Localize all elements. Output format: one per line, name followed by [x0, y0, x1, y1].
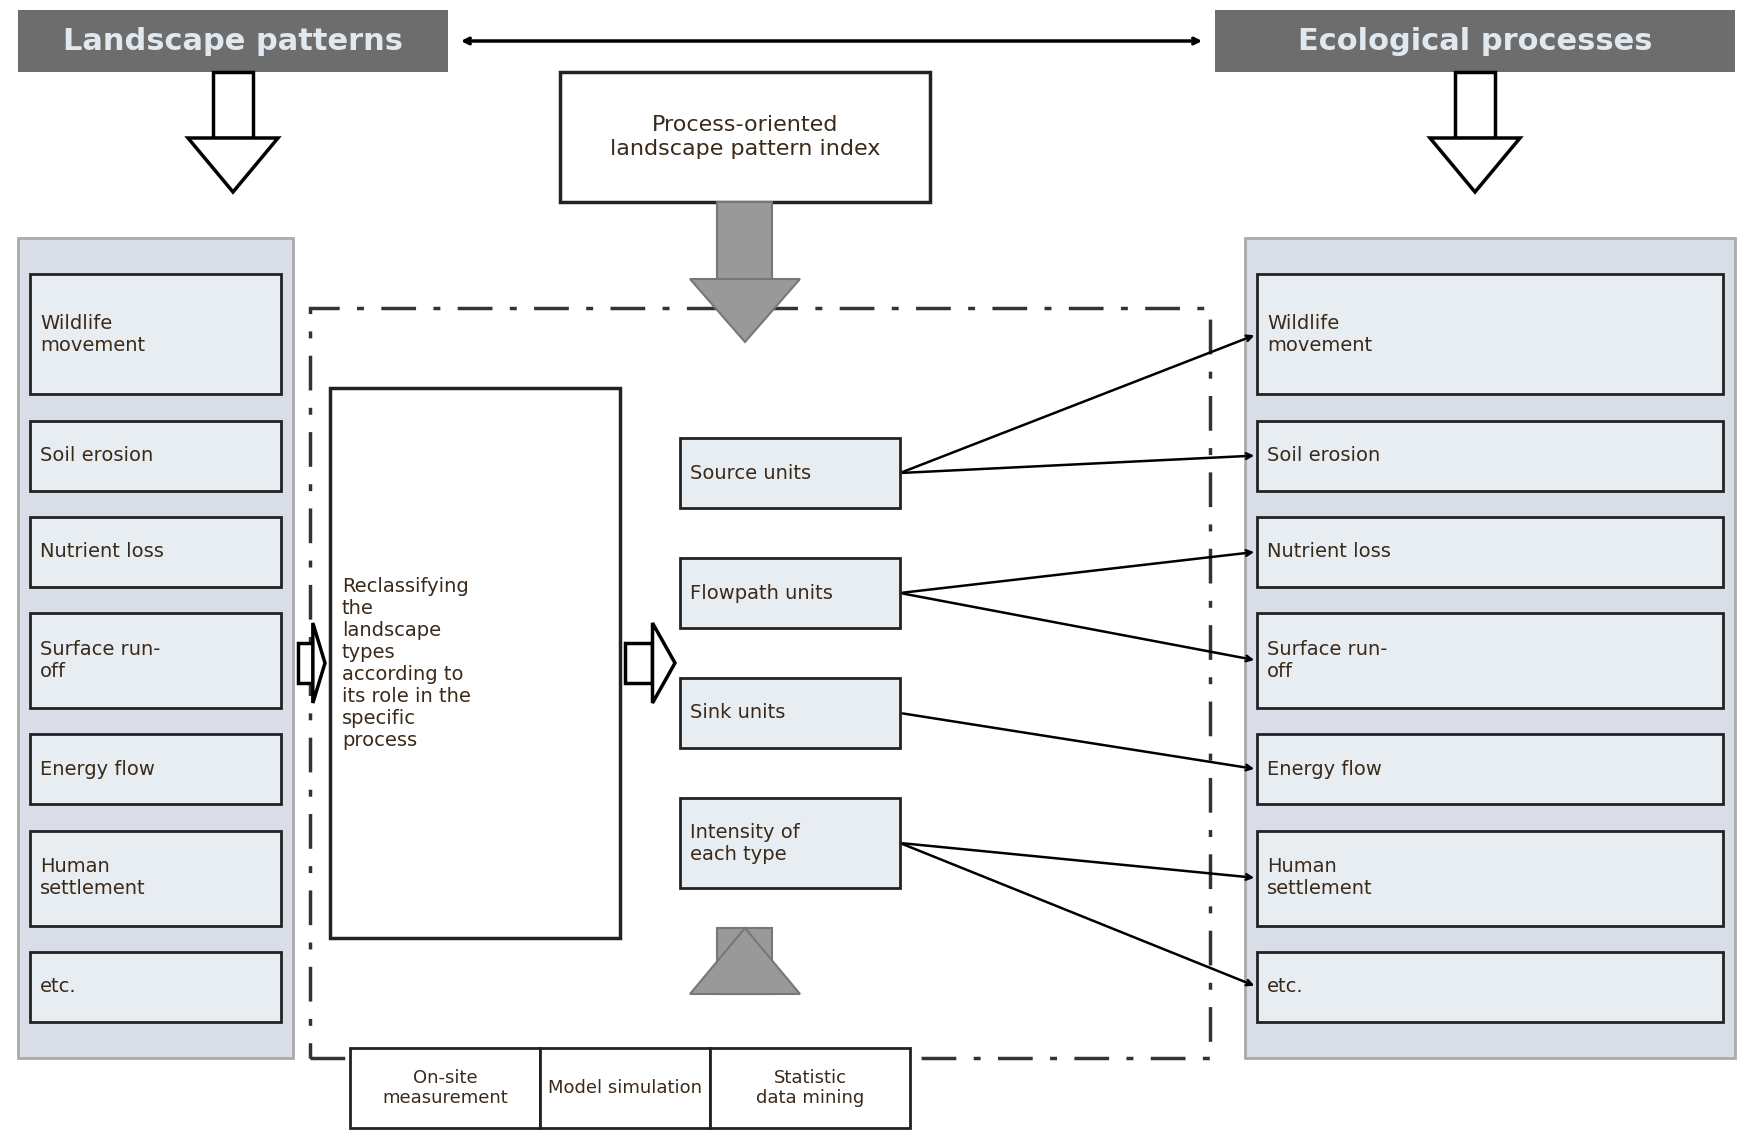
Text: Landscape patterns: Landscape patterns	[63, 26, 404, 56]
Text: Nutrient loss: Nutrient loss	[1267, 542, 1392, 561]
FancyBboxPatch shape	[711, 1048, 911, 1128]
FancyBboxPatch shape	[679, 798, 900, 888]
FancyBboxPatch shape	[1455, 72, 1495, 138]
FancyBboxPatch shape	[560, 72, 930, 203]
FancyBboxPatch shape	[212, 72, 253, 138]
Text: etc.: etc.	[1267, 978, 1304, 996]
Polygon shape	[188, 138, 277, 192]
FancyBboxPatch shape	[679, 558, 900, 628]
Text: etc.: etc.	[40, 978, 77, 996]
FancyBboxPatch shape	[625, 643, 653, 683]
Text: Wildlife
movement: Wildlife movement	[40, 314, 146, 355]
FancyBboxPatch shape	[718, 203, 772, 279]
Text: Energy flow: Energy flow	[40, 760, 154, 778]
FancyBboxPatch shape	[1257, 421, 1723, 490]
Text: Process-oriented
landscape pattern index: Process-oriented landscape pattern index	[609, 115, 881, 158]
FancyBboxPatch shape	[330, 388, 620, 938]
FancyBboxPatch shape	[679, 438, 900, 508]
Text: Model simulation: Model simulation	[548, 1079, 702, 1097]
Polygon shape	[690, 279, 800, 343]
FancyBboxPatch shape	[18, 10, 448, 72]
FancyBboxPatch shape	[30, 274, 281, 394]
Text: Soil erosion: Soil erosion	[40, 446, 153, 465]
Text: Ecological processes: Ecological processes	[1297, 26, 1651, 56]
Text: Wildlife
movement: Wildlife movement	[1267, 314, 1372, 355]
Text: Surface run-
off: Surface run- off	[40, 640, 160, 681]
FancyBboxPatch shape	[349, 1048, 541, 1128]
FancyBboxPatch shape	[30, 831, 281, 925]
Text: Human
settlement: Human settlement	[1267, 858, 1372, 899]
FancyBboxPatch shape	[298, 643, 312, 683]
FancyBboxPatch shape	[18, 238, 293, 1058]
FancyBboxPatch shape	[718, 927, 772, 993]
FancyBboxPatch shape	[1214, 10, 1736, 72]
FancyBboxPatch shape	[30, 613, 281, 708]
Polygon shape	[312, 622, 325, 703]
FancyBboxPatch shape	[30, 734, 281, 805]
Text: Soil erosion: Soil erosion	[1267, 446, 1379, 465]
Polygon shape	[653, 622, 676, 703]
FancyBboxPatch shape	[1257, 274, 1723, 394]
Polygon shape	[1430, 138, 1520, 192]
FancyBboxPatch shape	[541, 1048, 711, 1128]
Polygon shape	[690, 927, 800, 993]
Text: Statistic
data mining: Statistic data mining	[756, 1069, 863, 1107]
FancyBboxPatch shape	[1257, 734, 1723, 805]
Text: Surface run-
off: Surface run- off	[1267, 640, 1388, 681]
FancyBboxPatch shape	[1257, 951, 1723, 1022]
FancyBboxPatch shape	[1257, 831, 1723, 925]
FancyBboxPatch shape	[1244, 238, 1736, 1058]
Text: Sink units: Sink units	[690, 703, 786, 723]
FancyBboxPatch shape	[30, 951, 281, 1022]
Text: Flowpath units: Flowpath units	[690, 584, 834, 602]
Text: Source units: Source units	[690, 463, 811, 483]
Text: Reclassifying
the
landscape
types
according to
its role in the
specific
process: Reclassifying the landscape types accord…	[342, 577, 470, 750]
Text: Energy flow: Energy flow	[1267, 760, 1381, 778]
Text: Nutrient loss: Nutrient loss	[40, 542, 163, 561]
FancyBboxPatch shape	[30, 421, 281, 490]
Text: Human
settlement: Human settlement	[40, 858, 146, 899]
FancyBboxPatch shape	[1257, 517, 1723, 587]
FancyBboxPatch shape	[30, 517, 281, 587]
FancyBboxPatch shape	[1257, 613, 1723, 708]
Text: Intensity of
each type: Intensity of each type	[690, 823, 800, 864]
Text: On-site
measurement: On-site measurement	[383, 1069, 507, 1107]
FancyBboxPatch shape	[679, 678, 900, 748]
